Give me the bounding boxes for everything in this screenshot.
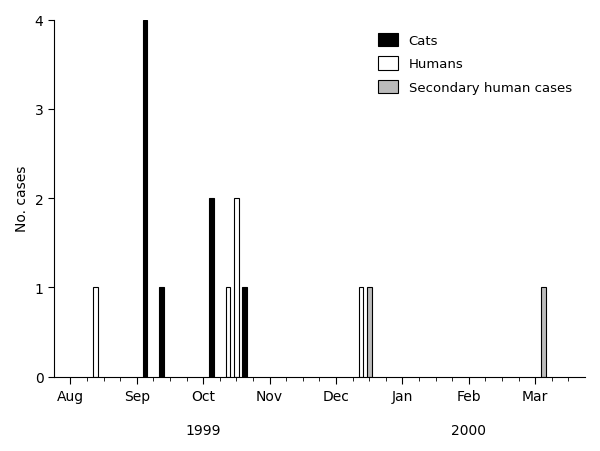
Bar	[359, 288, 363, 377]
Bar	[242, 288, 247, 377]
Bar	[234, 199, 239, 377]
Legend: Cats, Humans, Secondary human cases: Cats, Humans, Secondary human cases	[372, 27, 578, 101]
Y-axis label: No. cases: No. cases	[15, 166, 29, 232]
Text: 2000: 2000	[451, 423, 487, 437]
Bar	[209, 199, 214, 377]
Bar	[541, 288, 546, 377]
Bar	[160, 288, 164, 377]
Text: 1999: 1999	[185, 423, 221, 437]
Bar	[143, 20, 148, 377]
Bar	[226, 288, 230, 377]
Bar	[367, 288, 371, 377]
Bar	[93, 288, 98, 377]
